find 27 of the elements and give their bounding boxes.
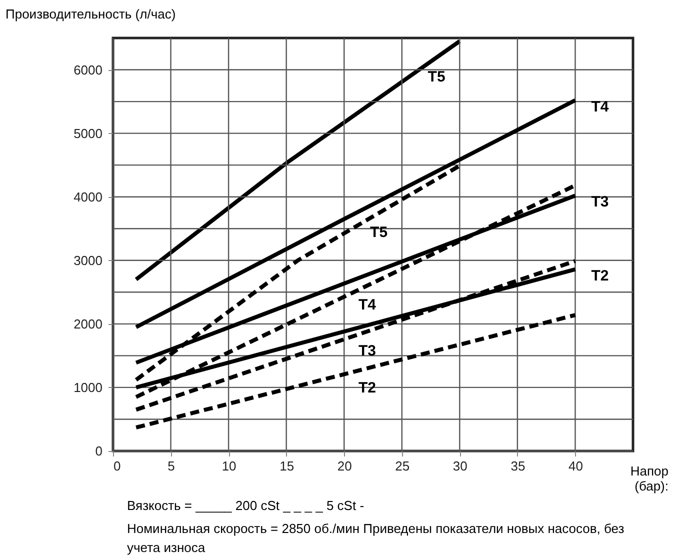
- y-axis-title: Производительность (л/час): [6, 6, 176, 22]
- x-tick-label: 35: [510, 458, 526, 474]
- annotation: T5: [428, 68, 446, 86]
- annotation: T3: [591, 194, 609, 211]
- annotation: T5: [370, 224, 388, 242]
- y-tick-label: 6000: [74, 62, 102, 78]
- x-tick-label: 20: [337, 458, 352, 474]
- text: Номинальная скорость = 2850 об./мин Приведены показатели новых насосов, без учета износа: [127, 521, 624, 555]
- y-tick-label: 0: [95, 444, 102, 458]
- x-tick-label: 40: [568, 458, 583, 474]
- x-axis-title: Напор (бар):: [630, 464, 668, 494]
- annotation: T4: [591, 98, 610, 116]
- y-tick-label: 5000: [74, 126, 102, 141]
- annotation: T3: [358, 342, 376, 360]
- x-tick-label: 0: [114, 458, 121, 474]
- x-tick-label: 15: [280, 458, 294, 474]
- x-tick-label: 30: [452, 458, 468, 474]
- annotation: T2: [591, 267, 609, 284]
- text: Вязкость = _____ 200 cSt _ _ _ _ 5 cSt -: [127, 498, 364, 513]
- x-tick-label: 10: [222, 458, 236, 474]
- y-tick-label: 4000: [74, 189, 102, 204]
- x-tick-label: 25: [395, 458, 410, 474]
- y-tick-label: 2000: [74, 316, 102, 332]
- y-tick-label: 1000: [74, 380, 102, 395]
- y-tick-label: 3000: [74, 252, 102, 268]
- annotation: T4: [358, 296, 377, 314]
- x-tick-label: 5: [168, 458, 175, 474]
